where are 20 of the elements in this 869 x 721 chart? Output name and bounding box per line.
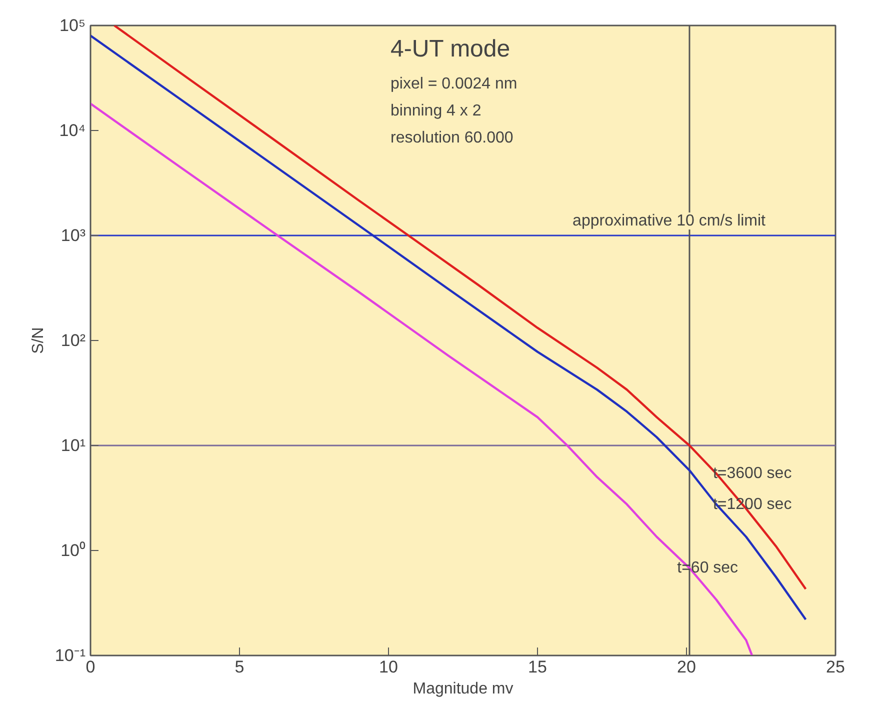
y-tick-label: 10⁴ xyxy=(59,121,86,140)
x-tick-label: 15 xyxy=(528,658,547,676)
x-axis-title: Magnitude mv xyxy=(412,680,514,698)
y-tick-label: 10⁰ xyxy=(60,541,86,560)
y-tick-label: 10³ xyxy=(60,226,86,245)
y-axis-title: S/N xyxy=(30,327,47,354)
y-tick-label: 10¹ xyxy=(60,436,86,455)
y-tick-label: 10² xyxy=(60,331,86,350)
x-tick-label: 5 xyxy=(234,658,244,676)
annotation: binning 4 x 2 xyxy=(390,102,482,120)
x-tick-label: 0 xyxy=(86,658,96,676)
x-tick-label: 25 xyxy=(826,658,845,676)
y-tick-label: 10⁻¹ xyxy=(54,646,86,665)
annotation: pixel = 0.0024 nm xyxy=(390,76,518,92)
x-tick-label: 20 xyxy=(677,658,696,676)
ref-line-label: approximative 10 cm/s limit xyxy=(572,212,766,230)
annotation: resolution 60.000 xyxy=(390,130,514,146)
x-tick-label: 10 xyxy=(379,658,398,676)
y-tick-label: 10⁵ xyxy=(60,16,86,35)
annotation: 4-UT mode xyxy=(390,36,510,62)
